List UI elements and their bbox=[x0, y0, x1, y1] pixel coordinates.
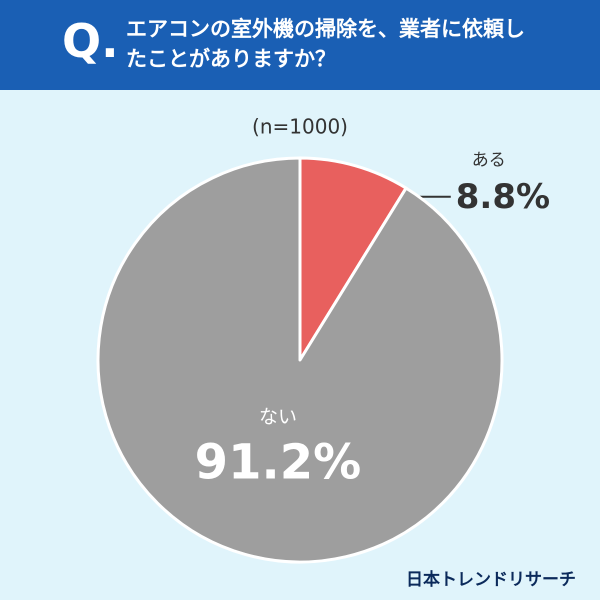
header: Q. エアコンの室外機の掃除を、業者に依頼したことがありますか？ bbox=[0, 0, 600, 90]
category-label: ある bbox=[472, 151, 506, 171]
pie-slice bbox=[96, 156, 504, 564]
value-label: 8.8% bbox=[456, 177, 550, 217]
value-label: 91.2% bbox=[195, 435, 362, 491]
chart-subtitle: (n=1000) bbox=[252, 115, 348, 139]
pie-slice bbox=[298, 156, 408, 362]
source-logo: 日本トレンドリサーチ bbox=[406, 570, 576, 590]
chart-title: エアコンの室外機の掃除を、業者に依頼したことがありますか？ bbox=[126, 17, 525, 71]
category-label: ない bbox=[259, 406, 297, 428]
question-prefix: Q. bbox=[62, 14, 119, 68]
